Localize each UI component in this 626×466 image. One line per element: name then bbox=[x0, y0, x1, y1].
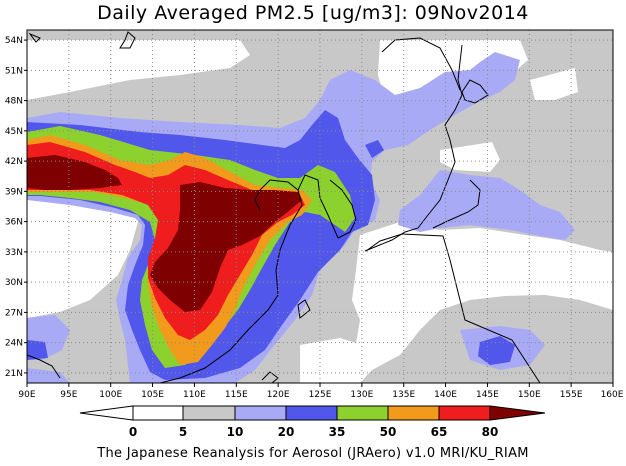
colorbar-bin bbox=[182, 405, 236, 421]
colorbar-right-arrow bbox=[489, 405, 546, 421]
colorbar: 0 5 10 20 35 50 65 80 bbox=[79, 405, 546, 439]
axis-ticks: 90E 95E 100E 105E 110E 115E 120E 125E 130E 135E 14… bbox=[5, 36, 624, 400]
graticule bbox=[27, 30, 613, 383]
lat-tick-label: 42N bbox=[5, 157, 23, 167]
lon-tick-label: 150E bbox=[518, 390, 541, 400]
lat-tick-label: 48N bbox=[5, 97, 23, 107]
lon-tick-label: 110E bbox=[183, 390, 206, 400]
colorbar-label: 65 bbox=[431, 425, 448, 439]
coastlines bbox=[27, 31, 541, 383]
lon-tick-label: 100E bbox=[99, 390, 122, 400]
lat-tick-label: 30N bbox=[5, 278, 23, 288]
concentration-field bbox=[27, 30, 613, 383]
lon-tick-label: 135E bbox=[392, 390, 415, 400]
colorbar-bin bbox=[285, 405, 338, 421]
lat-tick-label: 54N bbox=[5, 36, 23, 46]
colorbar-bin bbox=[336, 405, 389, 421]
lat-tick-label: 51N bbox=[5, 66, 23, 76]
map-title: Daily Averaged PM2.5 [ug/m3]: 09Nov2014 bbox=[97, 2, 529, 24]
lat-tick-label: 24N bbox=[5, 339, 23, 349]
colorbar-label: 0 bbox=[129, 425, 137, 439]
colorbar-label: 20 bbox=[278, 425, 295, 439]
lat-tick-label: 27N bbox=[5, 308, 23, 318]
lon-tick-label: 115E bbox=[225, 390, 248, 400]
lat-tick-label: 36N bbox=[5, 218, 23, 228]
colorbar-bin bbox=[387, 405, 440, 421]
colorbar-label: 35 bbox=[329, 425, 346, 439]
lat-tick-label: 45N bbox=[5, 127, 23, 137]
lat-tick-label: 39N bbox=[5, 187, 23, 197]
lon-tick-label: 105E bbox=[141, 390, 164, 400]
colorbar-label: 80 bbox=[482, 425, 499, 439]
lon-tick-label: 155E bbox=[560, 390, 583, 400]
colorbar-bin bbox=[234, 405, 287, 421]
colorbar-left-arrow bbox=[79, 405, 134, 421]
lat-tick-label: 21N bbox=[5, 369, 23, 379]
lon-tick-label: 125E bbox=[309, 390, 332, 400]
lon-tick-label: 95E bbox=[60, 390, 77, 400]
colorbar-label: 10 bbox=[227, 425, 244, 439]
lon-tick-label: 145E bbox=[476, 390, 499, 400]
colorbar-bin bbox=[132, 405, 184, 421]
lon-tick-label: 160E bbox=[601, 390, 624, 400]
lon-tick-label: 120E bbox=[267, 390, 290, 400]
colorbar-label: 5 bbox=[179, 425, 187, 439]
colorbar-label: 50 bbox=[380, 425, 397, 439]
lon-tick-label: 130E bbox=[350, 390, 373, 400]
lon-tick-label: 140E bbox=[434, 390, 457, 400]
colorbar-bin bbox=[438, 405, 491, 421]
map-footer: The Japanese Reanalysis for Aerosol (JRA… bbox=[97, 446, 529, 461]
lon-tick-label: 90E bbox=[18, 390, 35, 400]
lat-tick-label: 33N bbox=[5, 248, 23, 258]
